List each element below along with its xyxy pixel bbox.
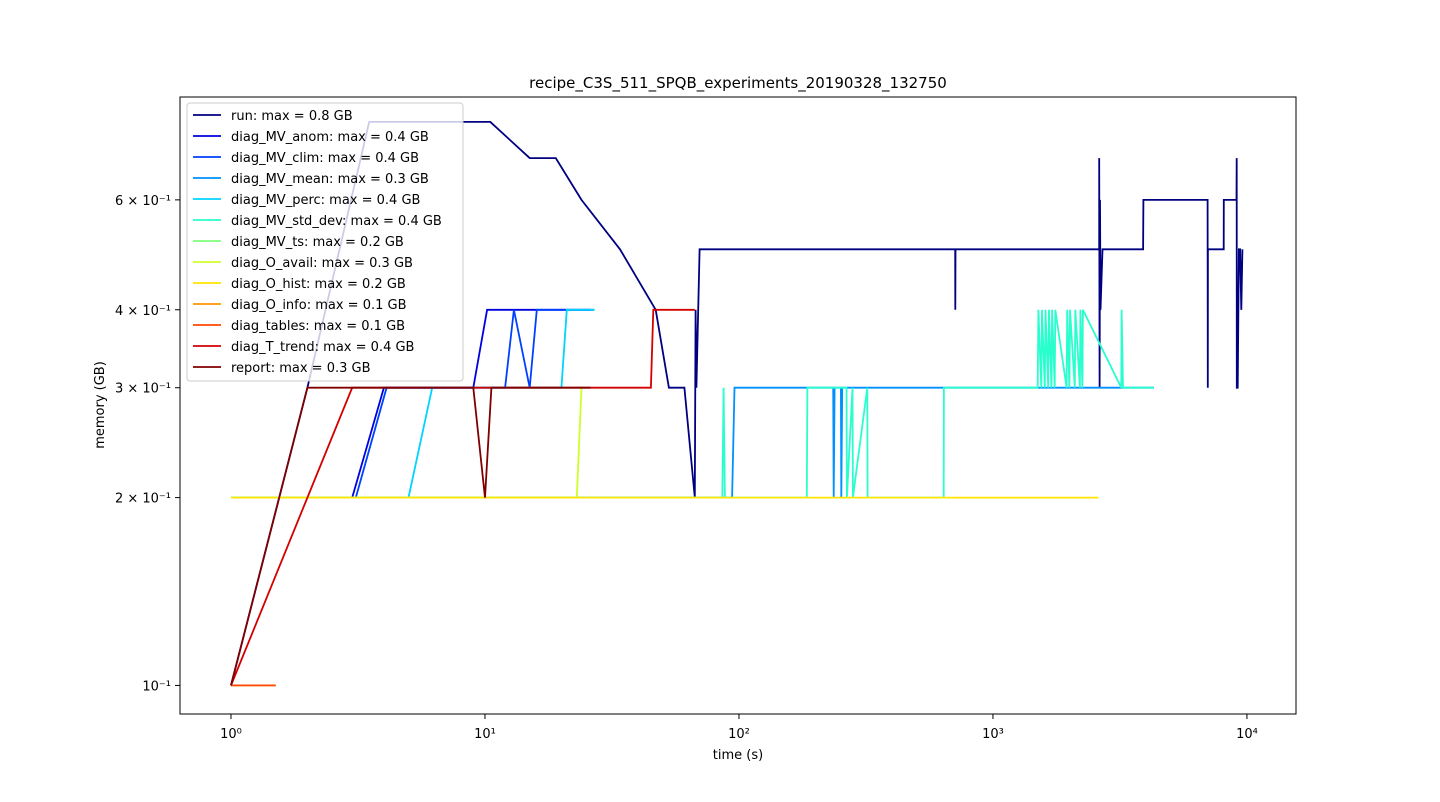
legend-label: diag_MV_clim: max = 0.4 GB — [231, 151, 419, 166]
legend-label: report: max = 0.3 GB — [231, 361, 371, 376]
y-tick-label: 3 × 10⁻¹ — [115, 382, 171, 397]
y-axis-label: memory (GB) — [93, 361, 108, 449]
legend-label: diag_MV_mean: max = 0.3 GB — [231, 172, 429, 187]
legend-label: diag_MV_std_dev: max = 0.4 GB — [231, 214, 442, 229]
plot-area — [230, 121, 1244, 687]
legend-label: diag_O_info: max = 0.1 GB — [231, 298, 407, 313]
legend-label: run: max = 0.8 GB — [231, 109, 353, 124]
x-tick-label: 10⁴ — [1236, 727, 1258, 742]
y-tick-label: 2 × 10⁻¹ — [115, 492, 171, 507]
y-tick-label: 6 × 10⁻¹ — [115, 194, 171, 209]
chart-title: recipe_C3S_511_SPQB_experiments_20190328… — [529, 74, 947, 93]
plot-frame — [179, 96, 1297, 715]
x-tick-label: 10² — [728, 727, 750, 742]
series-line — [231, 386, 1154, 499]
series-line — [230, 386, 591, 686]
y-tick-label: 10⁻¹ — [142, 679, 171, 694]
x-tick-label: 10⁰ — [220, 727, 242, 742]
legend-label: diag_O_hist: max = 0.2 GB — [231, 277, 406, 292]
x-tick-label: 10¹ — [474, 727, 496, 742]
y-tick-label: 4 × 10⁻¹ — [115, 304, 171, 319]
legend-label: diag_MV_perc: max = 0.4 GB — [231, 193, 420, 208]
legend-label: diag_tables: max = 0.1 GB — [231, 319, 405, 334]
legend-label: diag_MV_ts: max = 0.2 GB — [231, 235, 404, 250]
series-line — [230, 121, 1244, 686]
legend-label: diag_T_trend: max = 0.4 GB — [231, 340, 414, 355]
x-tick-label: 10³ — [982, 727, 1004, 742]
series-line — [231, 309, 1154, 499]
legend-box — [186, 102, 464, 382]
legend-label: diag_O_avail: max = 0.3 GB — [231, 256, 413, 271]
x-axis-label: time (s) — [713, 748, 763, 763]
legend-label: diag_MV_anom: max = 0.4 GB — [231, 130, 429, 145]
